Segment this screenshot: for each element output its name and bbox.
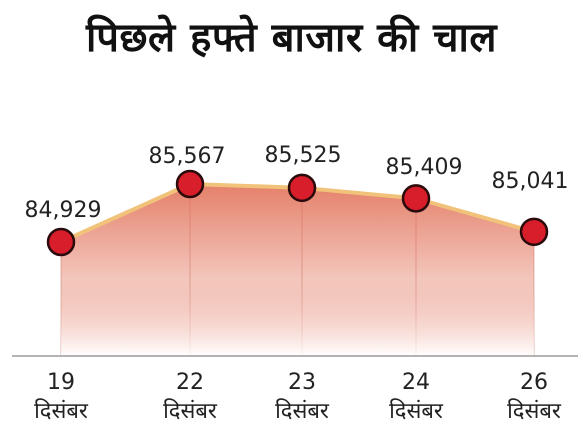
data-point-24	[401, 184, 431, 213]
value-label-26: 85,041	[492, 169, 569, 194]
x-tick-month-22: दिसंबर	[163, 398, 218, 424]
x-tick-day-23: 23	[288, 370, 316, 395]
area-fill	[61, 184, 534, 356]
x-tick-month-24: दिसंबर	[389, 398, 444, 424]
x-tick-day-19: 19	[47, 370, 75, 395]
value-label-19: 84,929	[25, 198, 102, 223]
data-point-26	[519, 217, 549, 247]
data-point-19	[46, 227, 76, 257]
chart-title: पिछले हफ्ते बाजार की चाल	[85, 15, 498, 61]
x-tick-day-22: 22	[176, 370, 204, 395]
x-tick-month-23: दिसंबर	[275, 398, 330, 424]
value-label-24: 85,409	[386, 155, 463, 180]
x-tick-day-24: 24	[402, 370, 430, 395]
x-tick-month-26: दिसंबर	[507, 398, 562, 424]
x-tick-month-19: दिसंबर	[34, 398, 89, 424]
data-point-22	[175, 169, 205, 199]
value-label-23: 85,525	[265, 143, 342, 168]
data-point-23	[287, 173, 317, 203]
value-label-22: 85,567	[149, 144, 226, 169]
x-tick-day-26: 26	[520, 370, 548, 395]
